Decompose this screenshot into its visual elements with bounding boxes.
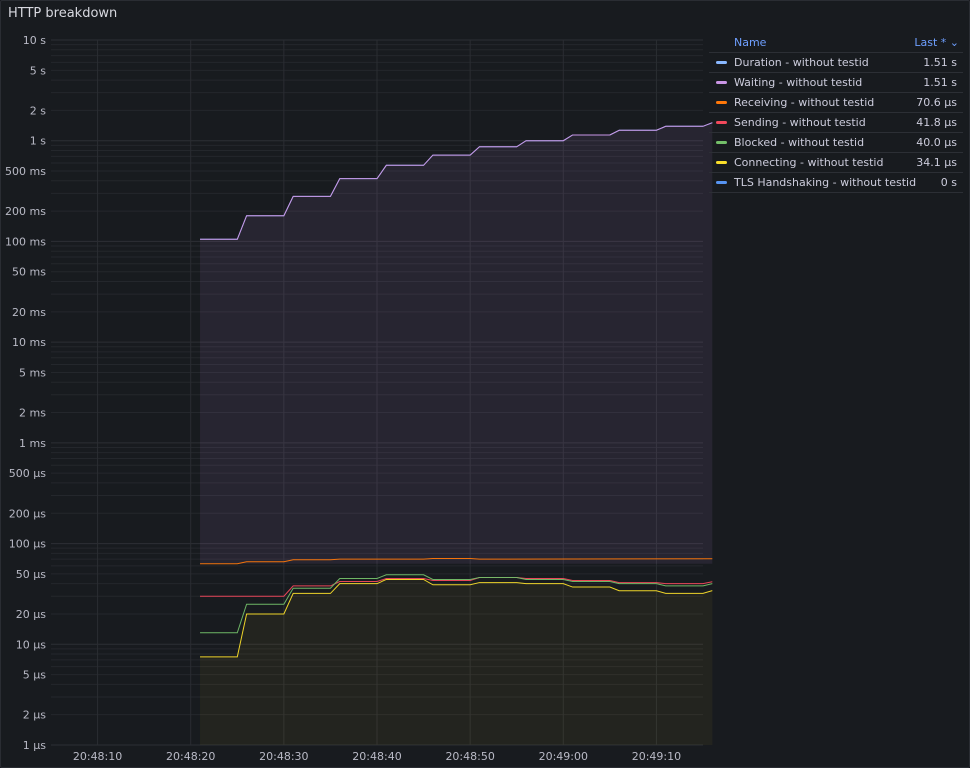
legend-row[interactable]: Receiving - without testid 70.6 µs	[709, 93, 963, 113]
legend-row[interactable]: TLS Handshaking - without testid 0 s	[709, 173, 963, 193]
legend-header-name[interactable]: Name	[734, 36, 767, 49]
legend-row[interactable]: Blocked - without testid 40.0 µs	[709, 133, 963, 153]
legend-last-value: 1.51 s	[923, 76, 957, 89]
legend-series-name: Receiving - without testid	[734, 96, 875, 109]
y-tick-label: 100 µs	[9, 538, 46, 551]
legend-row[interactable]: Sending - without testid 41.8 µs	[709, 113, 963, 133]
series-line	[200, 122, 713, 240]
y-tick-label: 100 ms	[5, 235, 46, 248]
series-line	[200, 558, 713, 565]
legend-series-name: TLS Handshaking - without testid	[734, 176, 917, 189]
legend-swatch	[716, 181, 727, 184]
legend-header: Name Last * ⌄	[709, 33, 963, 53]
y-tick-label: 10 ms	[12, 336, 46, 349]
legend-swatch	[716, 121, 727, 124]
legend-last-value: 40.0 µs	[916, 136, 957, 149]
legend-series-name: Waiting - without testid	[734, 76, 863, 89]
legend-last-value: 0 s	[940, 176, 957, 189]
legend-series-name: Sending - without testid	[734, 116, 866, 129]
legend-series-name: Blocked - without testid	[734, 136, 865, 149]
x-tick-label: 20:48:30	[259, 750, 308, 763]
legend-swatch	[716, 101, 727, 104]
y-tick-label: 1 s	[30, 135, 46, 148]
x-tick-label: 20:48:50	[445, 750, 494, 763]
legend-last-value: 1.51 s	[923, 56, 957, 69]
x-tick-label: 20:48:20	[166, 750, 215, 763]
series-fill	[200, 122, 713, 564]
legend-last-value: 70.6 µs	[916, 96, 957, 109]
y-tick-label: 5 µs	[23, 669, 46, 682]
y-tick-label: 50 µs	[16, 568, 46, 581]
y-tick-label: 10 µs	[16, 638, 46, 651]
panel-title: HTTP breakdown	[8, 6, 118, 21]
legend-table: Name Last * ⌄ Duration - without testid 1…	[709, 33, 963, 193]
grid	[51, 39, 703, 746]
legend-series-name: Connecting - without testid	[734, 156, 884, 169]
y-tick-label: 2 µs	[23, 709, 46, 722]
legend-series-name: Duration - without testid	[734, 56, 869, 69]
y-axis: 10 s 5 s 2 s 1 s 500 ms 200 ms 100 ms 50 ms 20 m…	[5, 34, 46, 752]
y-tick-label: 50 ms	[12, 266, 46, 279]
legend-swatch	[716, 81, 727, 84]
legend-swatch	[716, 61, 727, 64]
y-tick-label: 1 ms	[19, 437, 46, 450]
y-tick-label: 200 ms	[5, 205, 46, 218]
y-tick-label: 10 s	[23, 34, 46, 47]
y-tick-label: 2 s	[30, 104, 46, 117]
legend-swatch	[716, 141, 727, 144]
y-tick-label: 2 ms	[19, 407, 46, 420]
y-tick-label: 20 µs	[16, 608, 46, 621]
y-tick-label: 5 ms	[19, 366, 46, 379]
legend-header-last-sort[interactable]: Last * ⌄	[914, 36, 959, 49]
x-tick-label: 20:49:10	[632, 750, 681, 763]
x-axis: 20:48:10 20:48:20 20:48:30 20:48:40 20:48:50…	[73, 750, 681, 763]
legend-row[interactable]: Duration - without testid 1.51 s	[709, 53, 963, 73]
series-line	[200, 574, 713, 634]
x-tick-label: 20:48:40	[352, 750, 401, 763]
y-tick-label: 5 s	[30, 64, 46, 77]
series-line	[200, 578, 713, 658]
legend-last-value: 34.1 µs	[916, 156, 957, 169]
legend-row[interactable]: Connecting - without testid 34.1 µs	[709, 153, 963, 173]
y-tick-label: 1 µs	[23, 739, 46, 752]
x-tick-label: 20:48:10	[73, 750, 122, 763]
series-layer	[200, 122, 713, 745]
legend-row[interactable]: Waiting - without testid 1.51 s	[709, 73, 963, 93]
x-tick-label: 20:49:00	[539, 750, 588, 763]
series-fill	[200, 579, 713, 745]
y-tick-label: 500 µs	[9, 467, 46, 480]
y-tick-label: 500 ms	[5, 165, 46, 178]
y-tick-label: 200 µs	[9, 507, 46, 520]
legend-swatch	[716, 161, 727, 164]
legend-last-value: 41.8 µs	[916, 116, 957, 129]
y-tick-label: 20 ms	[12, 306, 46, 319]
